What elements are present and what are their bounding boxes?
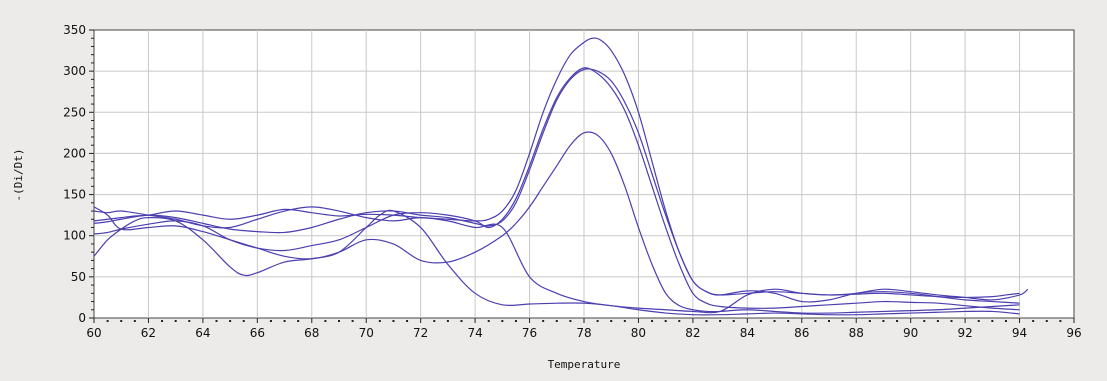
x-minor-tick — [1004, 320, 1007, 322]
x-minor-tick — [569, 320, 572, 322]
x-minor-tick — [161, 320, 164, 322]
x-minor-tick — [936, 320, 939, 322]
x-minor-tick — [120, 320, 123, 322]
x-minor-tick — [1032, 320, 1035, 322]
y-tick-label: 300 — [63, 64, 86, 78]
x-tick-label: 68 — [304, 326, 319, 340]
x-minor-tick — [651, 320, 654, 322]
x-minor-tick — [460, 320, 463, 322]
series-line — [93, 131, 1020, 314]
x-minor-tick — [719, 320, 722, 322]
series-line — [93, 209, 1020, 316]
x-minor-tick — [1045, 320, 1048, 322]
x-tick-label: 94 — [1012, 326, 1027, 340]
x-minor-tick — [773, 320, 776, 322]
x-tick-label: 72 — [413, 326, 428, 340]
x-minor-tick — [678, 320, 681, 322]
x-minor-tick — [446, 320, 449, 322]
x-minor-tick — [283, 320, 286, 322]
series-lines — [93, 37, 1029, 316]
x-axis-title: Temperature — [548, 358, 621, 371]
x-tick-label: 66 — [250, 326, 265, 340]
x-tick-label: 76 — [522, 326, 537, 340]
x-minor-tick — [868, 320, 871, 322]
x-tick-label: 74 — [467, 326, 482, 340]
x-minor-tick — [433, 320, 436, 322]
y-tick-label: 200 — [63, 146, 86, 160]
x-minor-tick — [814, 320, 817, 322]
x-tick-label: 84 — [740, 326, 755, 340]
x-minor-tick — [378, 320, 381, 322]
x-minor-tick — [133, 320, 136, 322]
x-tick-label: 64 — [195, 326, 210, 340]
y-tick-label: 150 — [63, 188, 86, 202]
x-minor-tick — [991, 320, 994, 322]
grid-lines — [94, 30, 1074, 318]
x-minor-tick — [759, 320, 762, 322]
x-minor-tick — [215, 320, 218, 322]
x-minor-tick — [229, 320, 232, 322]
x-minor-tick — [841, 320, 844, 322]
x-minor-tick — [514, 320, 517, 322]
x-minor-tick — [542, 320, 545, 322]
x-tick-label: 86 — [794, 326, 809, 340]
series-line — [93, 206, 1029, 314]
series-line — [93, 67, 1020, 311]
x-tick-label: 70 — [359, 326, 374, 340]
x-minor-tick — [596, 320, 599, 322]
x-minor-tick — [188, 320, 191, 322]
y-tick-label: 0 — [78, 311, 86, 325]
x-minor-tick — [705, 320, 708, 322]
x-minor-tick — [950, 320, 953, 322]
x-minor-tick — [664, 320, 667, 322]
x-tick-label: 78 — [576, 326, 591, 340]
tick-labels: 60 62 64 66 68 70 72 74 76 78 80 82 84 86 88 90 92 94 96 0 5… — [63, 23, 1082, 340]
x-tick-label: 92 — [957, 326, 972, 340]
x-minor-tick — [623, 320, 626, 322]
x-tick-label: 60 — [86, 326, 101, 340]
y-axis-title: -(Di/Dt) — [12, 149, 25, 202]
x-minor-tick — [732, 320, 735, 322]
y-tick-label: 50 — [71, 270, 86, 284]
x-minor-tick — [324, 320, 327, 322]
x-tick-label: 96 — [1066, 326, 1081, 340]
x-minor-tick — [351, 320, 354, 322]
x-minor-tick — [338, 320, 340, 322]
x-minor-tick — [269, 320, 272, 322]
x-minor-tick — [106, 320, 109, 322]
x-minor-tick — [882, 320, 885, 322]
x-tick-label: 80 — [631, 326, 646, 340]
x-minor-tick — [501, 320, 504, 322]
x-minor-tick — [406, 320, 409, 322]
series-line — [93, 68, 1020, 304]
x-tick-label: 90 — [903, 326, 918, 340]
y-tick-label: 100 — [63, 229, 86, 243]
y-tick-label: 250 — [63, 105, 86, 119]
x-minor-tick — [977, 320, 980, 322]
x-minor-tick — [392, 320, 395, 322]
minor-ticks — [89, 29, 1075, 323]
x-minor-tick — [1059, 320, 1062, 322]
x-minor-tick — [174, 320, 177, 322]
x-tick-label: 62 — [141, 326, 156, 340]
x-minor-tick — [923, 320, 926, 322]
x-minor-tick — [828, 320, 830, 322]
y-tick-label: 350 — [63, 23, 86, 37]
x-tick-label: 82 — [685, 326, 700, 340]
x-tick-label: 88 — [849, 326, 864, 340]
x-minor-tick — [896, 320, 899, 322]
x-minor-tick — [242, 320, 245, 322]
x-minor-tick — [487, 320, 490, 322]
x-minor-tick — [555, 320, 558, 322]
x-minor-tick — [787, 320, 790, 322]
x-minor-tick — [297, 320, 300, 322]
x-minor-tick — [610, 320, 613, 322]
